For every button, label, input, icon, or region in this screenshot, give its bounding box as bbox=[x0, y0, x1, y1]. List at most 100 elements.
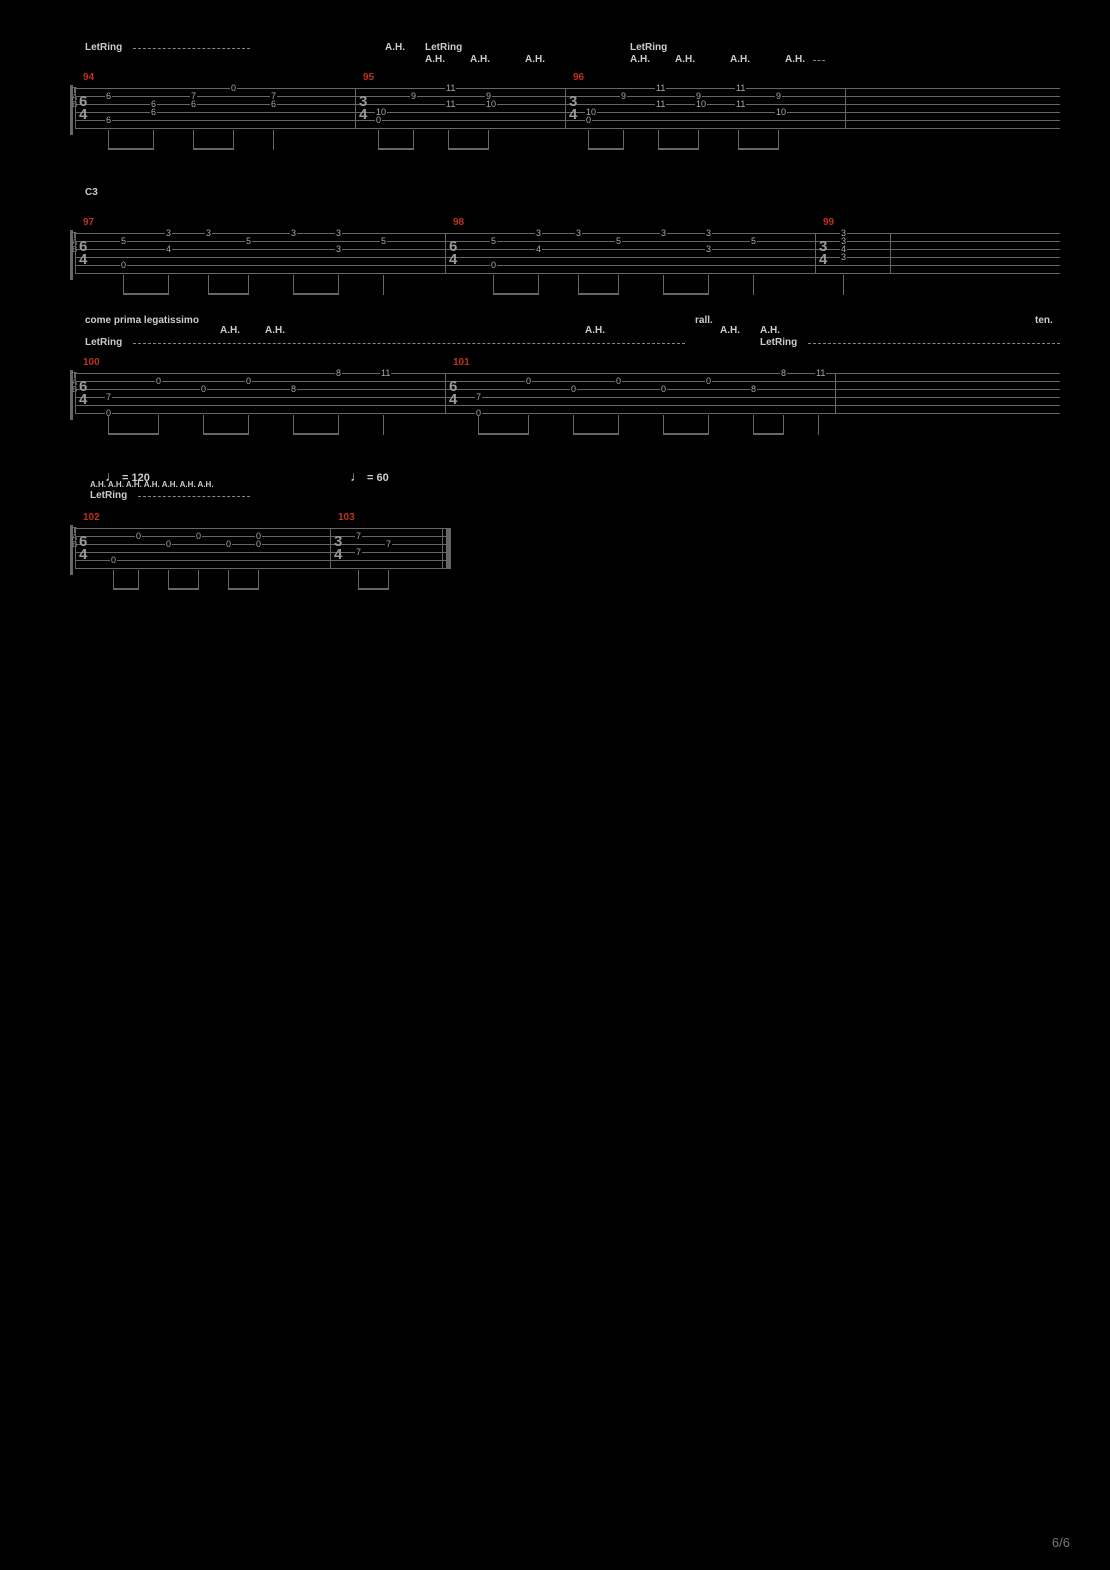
barline bbox=[355, 88, 356, 129]
barline bbox=[75, 233, 76, 274]
note-stem bbox=[123, 275, 124, 295]
note-stem bbox=[738, 130, 739, 150]
fret-number: 6 bbox=[105, 116, 112, 125]
fret-number: 0 bbox=[225, 540, 232, 549]
note-beam bbox=[193, 148, 233, 150]
fret-number: 0 bbox=[245, 377, 252, 386]
note-beam bbox=[113, 588, 138, 590]
staff-line bbox=[75, 528, 450, 529]
fret-number: 3 bbox=[290, 229, 297, 238]
annotation-text: A.H. bbox=[630, 54, 650, 65]
note-stem bbox=[208, 275, 209, 295]
fret-number: 5 bbox=[750, 237, 757, 246]
fret-number: 6 bbox=[190, 100, 197, 109]
page-number: 6/6 bbox=[1052, 1535, 1070, 1550]
fret-number: 7 bbox=[355, 548, 362, 557]
staff-line bbox=[75, 257, 1060, 258]
time-signature: 34 bbox=[569, 95, 577, 121]
annotation-text: LetRing bbox=[425, 42, 462, 53]
fret-number: 11 bbox=[655, 100, 666, 109]
note-stem bbox=[538, 275, 539, 295]
tab-staff: TAB976450343533359864503435333599343343 bbox=[75, 230, 1060, 280]
fret-number: 8 bbox=[750, 385, 757, 394]
barline bbox=[890, 233, 891, 274]
note-stem bbox=[168, 275, 169, 295]
note-stem bbox=[293, 415, 294, 435]
staff-line bbox=[75, 381, 1060, 382]
fret-number: 10 bbox=[775, 108, 787, 117]
barline bbox=[75, 528, 76, 569]
note-stem bbox=[338, 415, 339, 435]
annotation-text: A.H. A.H. A.H. A.H. A.H. A.H. A.H. bbox=[90, 480, 214, 489]
note-beam bbox=[658, 148, 698, 150]
fret-number: 5 bbox=[615, 237, 622, 246]
annotation-text: come prima legatissimo bbox=[85, 315, 199, 326]
time-signature: 64 bbox=[449, 380, 457, 406]
fret-number: 0 bbox=[660, 385, 667, 394]
fret-number: 0 bbox=[135, 532, 142, 541]
note-stem bbox=[358, 570, 359, 590]
fret-number: 3 bbox=[205, 229, 212, 238]
note-stem bbox=[153, 130, 154, 150]
fret-number: 10 bbox=[485, 100, 497, 109]
fret-number: 8 bbox=[335, 369, 342, 378]
note-stem bbox=[818, 415, 819, 435]
note-beam bbox=[663, 293, 708, 295]
note-stem bbox=[488, 130, 489, 150]
fret-number: 9 bbox=[620, 92, 627, 101]
staff-line bbox=[75, 104, 1060, 105]
fret-number: 0 bbox=[110, 556, 117, 565]
note-beam bbox=[203, 433, 248, 435]
note-stem bbox=[248, 415, 249, 435]
note-stem bbox=[138, 570, 139, 590]
annotation-text: A.H. bbox=[585, 325, 605, 336]
note-stem bbox=[108, 130, 109, 150]
time-signature: 64 bbox=[79, 380, 87, 406]
note-stem bbox=[168, 570, 169, 590]
fret-number: 3 bbox=[840, 253, 847, 262]
staff-line bbox=[75, 552, 450, 553]
staff-line bbox=[75, 389, 1060, 390]
staff-line bbox=[75, 241, 1060, 242]
note-stem bbox=[413, 130, 414, 150]
note-beam bbox=[123, 293, 168, 295]
annotation-text: A.H. bbox=[730, 54, 750, 65]
staff-line bbox=[75, 413, 1060, 414]
note-beam bbox=[588, 148, 623, 150]
fret-number: 0 bbox=[585, 116, 592, 125]
annotation-text: A.H. bbox=[470, 54, 490, 65]
fret-number: 3 bbox=[660, 229, 667, 238]
fret-number: 3 bbox=[165, 229, 172, 238]
fret-number: 11 bbox=[815, 369, 826, 378]
annotation-text: A.H. bbox=[785, 54, 805, 65]
measure-number: 99 bbox=[823, 217, 834, 228]
note-stem bbox=[623, 130, 624, 150]
barline bbox=[75, 373, 76, 414]
time-signature: 34 bbox=[334, 535, 342, 561]
fret-number: 3 bbox=[335, 229, 342, 238]
note-stem bbox=[198, 570, 199, 590]
annotation-text: ten. bbox=[1035, 315, 1053, 326]
time-signature: 34 bbox=[819, 240, 827, 266]
note-beam bbox=[478, 433, 528, 435]
staff-line bbox=[75, 265, 1060, 266]
letring-dash bbox=[138, 496, 250, 497]
note-stem bbox=[478, 415, 479, 435]
fret-number: 5 bbox=[120, 237, 127, 246]
staff-line bbox=[75, 233, 1060, 234]
annotation-text: LetRing bbox=[90, 490, 127, 501]
fret-number: 6 bbox=[270, 100, 277, 109]
note-beam bbox=[493, 293, 538, 295]
fret-number: 0 bbox=[195, 532, 202, 541]
annotation-text: A.H. bbox=[675, 54, 695, 65]
measure-number: 100 bbox=[83, 357, 100, 368]
fret-number: 0 bbox=[525, 377, 532, 386]
note-stem bbox=[113, 570, 114, 590]
fret-number: 0 bbox=[490, 261, 497, 270]
note-stem bbox=[193, 130, 194, 150]
fret-number: 11 bbox=[735, 84, 746, 93]
fret-number: 11 bbox=[735, 100, 746, 109]
fret-number: 3 bbox=[705, 245, 712, 254]
staff-line bbox=[75, 373, 1060, 374]
note-stem bbox=[573, 415, 574, 435]
